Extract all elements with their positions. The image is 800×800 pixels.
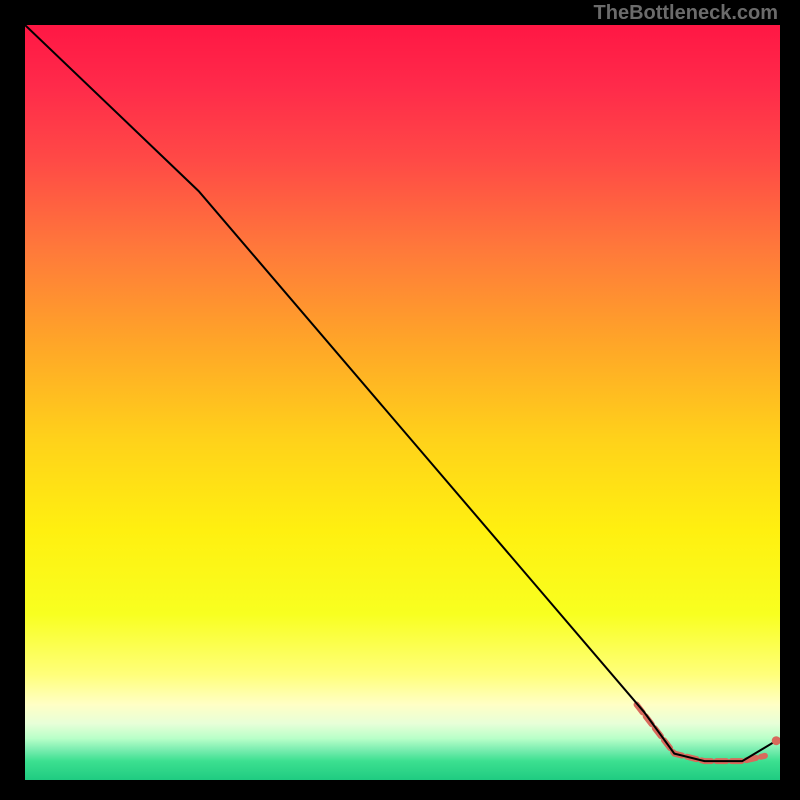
plot-area <box>25 25 780 780</box>
markers-group <box>772 736 780 745</box>
watermark-text: TheBottleneck.com <box>594 2 778 25</box>
main-line <box>25 25 780 761</box>
line-overlay <box>25 25 780 780</box>
chart-container <box>25 25 780 780</box>
dashed-line-segment <box>637 705 765 762</box>
marker-point <box>772 736 780 745</box>
